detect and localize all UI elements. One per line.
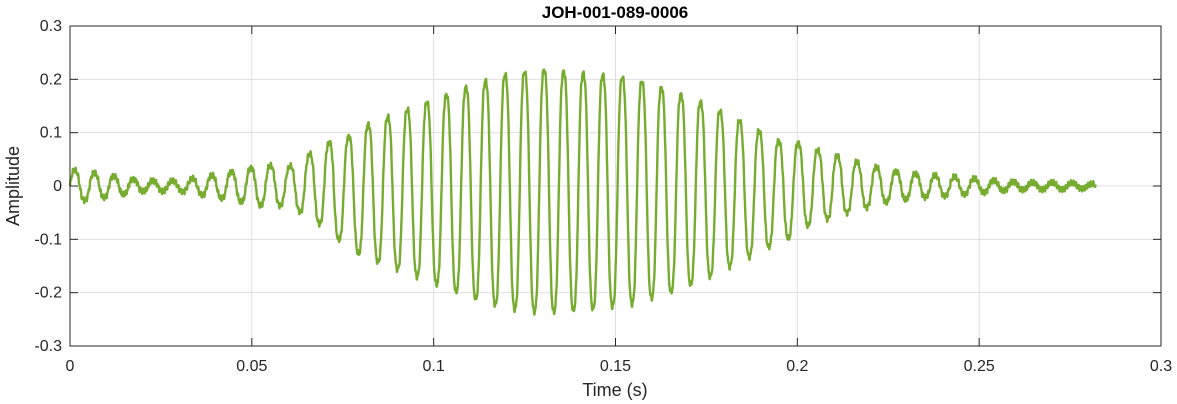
y-tick-label: -0.1	[34, 231, 62, 248]
y-tick-label: 0.1	[40, 125, 62, 142]
y-tick-label: 0.2	[40, 71, 62, 88]
x-axis-label: Time (s)	[582, 380, 647, 400]
x-tick-label: 0.05	[236, 358, 267, 375]
waveform-series	[68, 68, 1097, 316]
y-tick-label: 0	[53, 178, 62, 195]
chart-title: JOH-001-089-0006	[542, 3, 688, 22]
x-tick-label: 0.1	[423, 358, 445, 375]
x-axis-ticks: 0 0.05 0.1 0.15 0.2 0.25 0.3	[66, 26, 1172, 375]
x-tick-label: 0.15	[600, 358, 631, 375]
x-tick-label: 0.25	[964, 358, 995, 375]
x-tick-label: 0.2	[786, 358, 808, 375]
y-axis-label: Amplitude	[3, 146, 23, 226]
y-tick-label: -0.3	[34, 338, 62, 355]
x-tick-label: 0	[66, 358, 75, 375]
waveform-line	[68, 68, 1097, 316]
x-tick-label: 0.3	[1150, 358, 1172, 375]
y-tick-label: 0.3	[40, 18, 62, 35]
y-tick-label: -0.2	[34, 285, 62, 302]
y-axis-ticks: -0.3 -0.2 -0.1 0 0.1 0.2 0.3	[34, 18, 1161, 355]
